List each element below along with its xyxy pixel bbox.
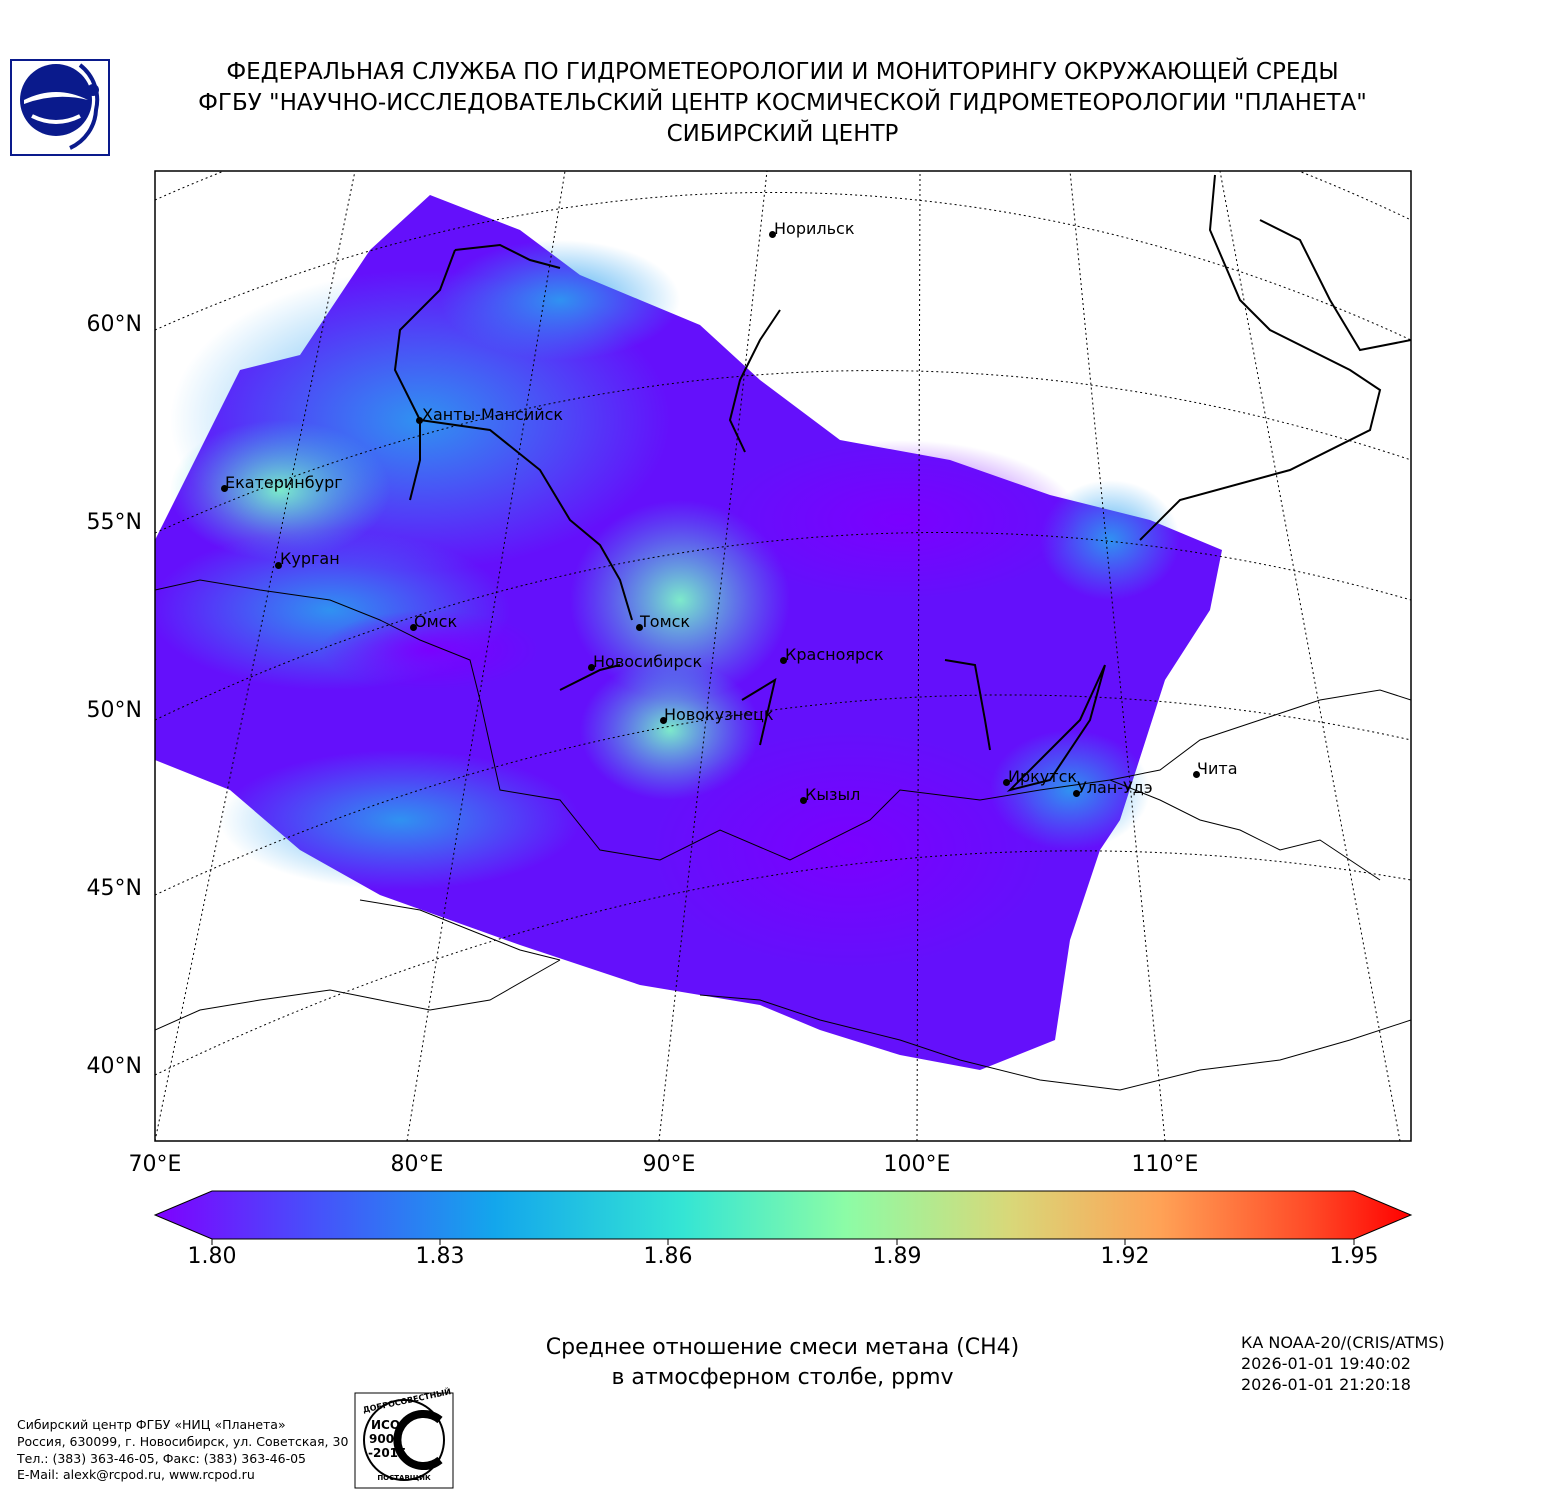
borders [155,579,1411,1091]
lat-label-55: 55°N [86,510,142,535]
footer-line-3: Тел.: (383) 363-46-05, Факс: (383) 363-4… [17,1451,307,1466]
footer-line-4: E-Mail: alexk@rcpod.ru, www.rcpod.ru [17,1467,255,1482]
colorbar-tick: 1.86 [643,1244,693,1269]
lat-label-50: 50°N [86,698,142,723]
city-label-kurgan: Курган [280,549,340,568]
city-marker [275,562,282,569]
city-label-chita: Чита [1197,759,1238,778]
city-marker [416,417,423,424]
rivers [393,174,1411,792]
city-marker [221,485,228,492]
caption-line-2: в атмосферном столбе, ppmv [611,1365,954,1390]
satellite-time-start: 2026-01-01 19:40:02 [1241,1354,1411,1373]
colorbar-tick: 1.89 [872,1244,922,1269]
lon-label-80: 80°E [390,1152,444,1177]
city-label-tomsk: Томск [640,612,691,631]
city-marker [1003,779,1010,786]
city-label-yekaterinburg: Екатеринбург [225,473,343,492]
colorbar-tick: 1.92 [1100,1244,1150,1269]
city-label-khanty-mansiysk: Ханты-Мансийск [422,405,564,424]
city-label-omsk: Омск [414,612,458,631]
footer-line-2: Россия, 630099, г. Новосибирск, ул. Сове… [17,1434,349,1449]
city-marker [1073,790,1080,797]
iso-bottom-text: ПОСТАВЩИК [377,1474,431,1482]
city-label-irkutsk: Иркутск [1008,767,1078,786]
satellite-name: КА NOAA-20/(CRIS/ATMS) [1241,1333,1445,1352]
city-label-novokuznetsk: Новокузнецк [664,705,774,724]
colorbar [153,1190,1413,1245]
map-frame [154,170,1412,1142]
satellite-time-end: 2026-01-01 21:20:18 [1241,1375,1411,1394]
caption-line-1: Среднее отношение смеси метана (CH4) [545,1335,1020,1360]
iso-code-1: ИСО [371,1418,401,1432]
city-label-norilsk: Норильск [774,219,855,238]
colorbar-tick: 1.80 [187,1244,237,1269]
city-marker [769,231,776,238]
header-line-2: ФГБУ "НАУЧНО-ИССЛЕДОВАТЕЛЬСКИЙ ЦЕНТР КОС… [198,90,1367,116]
lon-label-100: 100°E [883,1152,951,1177]
colorbar-tick: 1.95 [1329,1244,1379,1269]
city-marker [660,717,667,724]
lon-label-110: 110°E [1131,1152,1199,1177]
city-marker [588,664,595,671]
iso-code-3: -2015 [368,1446,407,1460]
city-marker [636,624,643,631]
city-label-kyzyl: Кызыл [805,785,861,804]
city-label-novosibirsk: Новосибирск [593,652,703,671]
header-line-1: ФЕДЕРАЛЬНАЯ СЛУЖБА ПО ГИДРОМЕТЕОРОЛОГИИ … [226,59,1339,85]
lat-label-45: 45°N [86,876,142,901]
city-label-ulan-ude: Улан-Удэ [1077,778,1153,797]
city-marker [780,657,787,664]
lat-label-60: 60°N [86,312,142,337]
colorbar-tick: 1.83 [415,1244,465,1269]
lat-label-40: 40°N [86,1054,142,1079]
iso-code-2: 9001 [369,1432,403,1446]
footer-line-1: Сибирский центр ФГБУ «НИЦ «Планета» [17,1417,286,1432]
city-marker [1193,771,1200,778]
lon-label-90: 90°E [642,1152,696,1177]
lon-label-70: 70°E [128,1152,182,1177]
graticule [155,171,1411,1141]
logo [10,59,110,156]
header-line-3: СИБИРСКИЙ ЦЕНТР [666,121,899,147]
city-marker [800,797,807,804]
city-marker [410,624,417,631]
iso-badge [354,1392,454,1489]
map-area [155,171,1411,1141]
city-label-krasnoyarsk: Красноярск [785,645,884,664]
